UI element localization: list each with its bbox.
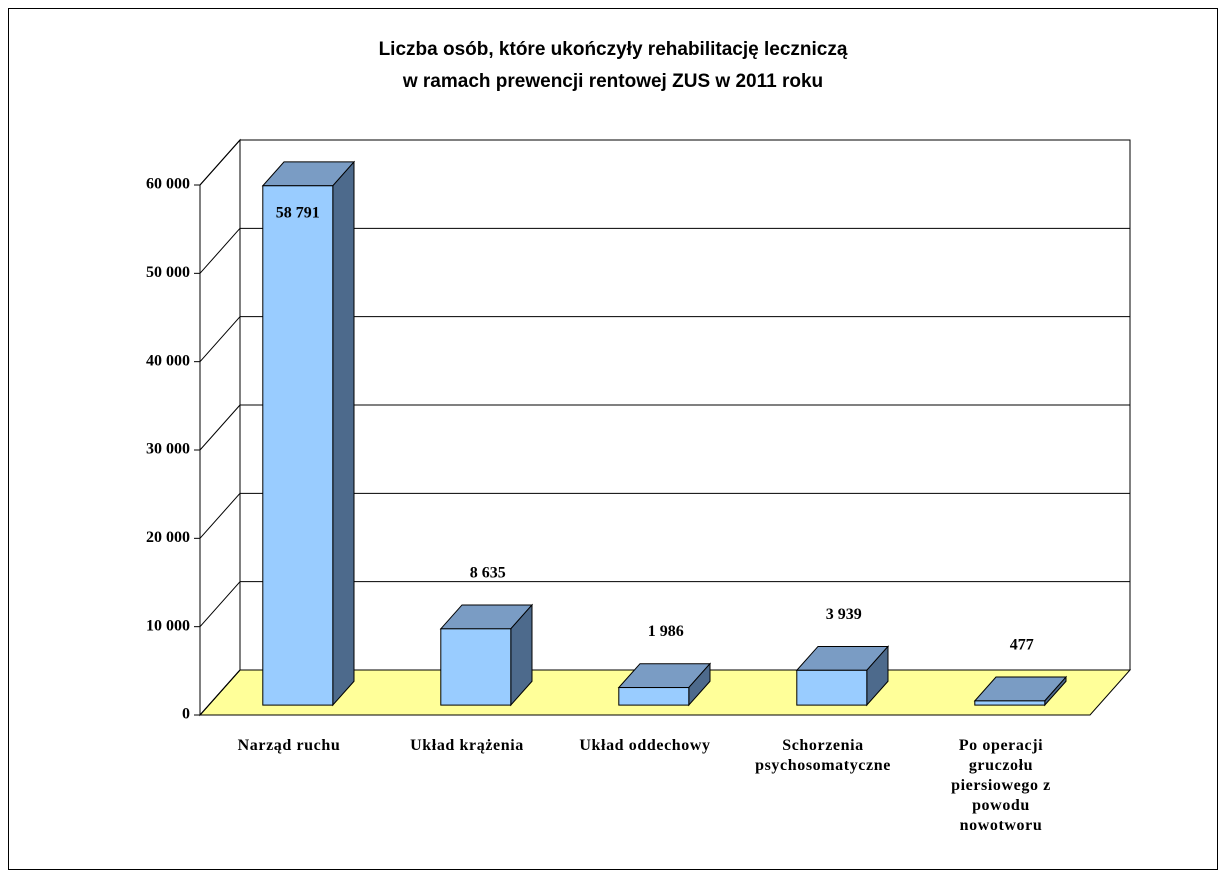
y-tick-label: 30 000 [146,441,190,458]
x-tick-label: Schorzenia psychosomatyczne [755,737,891,774]
x-tick-label: Po operacji gruczołu piersiowego z powod… [951,737,1051,834]
bar [262,185,334,706]
chart-title: Liczba osób, które ukończyły rehabilitac… [379,39,848,60]
grid-line [199,404,241,451]
chart-title: w ramach prewencji rentowej ZUS w 2011 r… [402,71,823,92]
y-tick-label: 40 000 [146,352,190,369]
grid-line [199,581,241,627]
y-tick-label: 20 000 [146,529,190,546]
value-label: 3 939 [826,606,862,623]
bar [440,628,512,706]
value-label: 58 791 [276,204,320,221]
grid-line [199,316,241,362]
bar [618,687,690,706]
y-tick-label: 50 000 [146,264,190,281]
y-tick-label: 10 000 [146,617,190,634]
grid-line [199,228,241,274]
grid-line [199,493,241,539]
x-tick-label: Narząd ruchu [237,737,341,754]
x-tick-label: Układ oddechowy [579,737,711,754]
y-tick-label: 60 000 [146,176,190,193]
value-label: 8 635 [470,564,506,581]
bar-side [332,160,355,707]
value-label: 477 [1010,637,1034,654]
grid-line [199,139,241,186]
value-label: 1 986 [648,623,684,640]
bar [974,700,1046,706]
bar [796,669,868,706]
grid-line [199,669,241,716]
y-tick-label: 0 [182,706,190,723]
x-tick-label: Układ krążenia [410,737,524,754]
